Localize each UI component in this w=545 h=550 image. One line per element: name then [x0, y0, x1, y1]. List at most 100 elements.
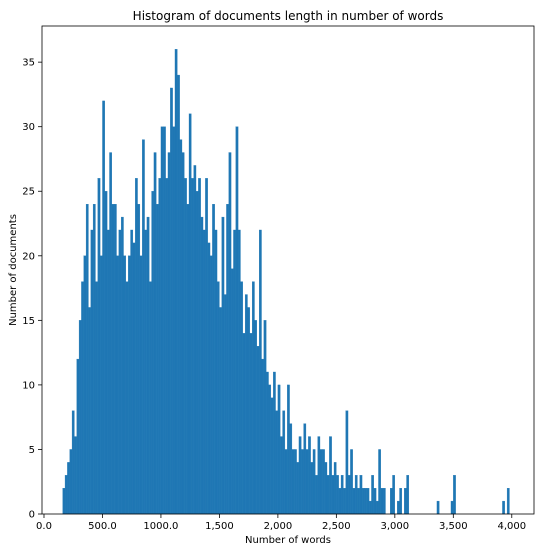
- bar: [90, 229, 94, 515]
- bar: [340, 475, 344, 515]
- bar: [291, 449, 295, 515]
- bar: [259, 229, 262, 515]
- bar: [280, 436, 283, 515]
- bar: [450, 500, 454, 515]
- bar: [275, 410, 279, 515]
- bar: [347, 475, 351, 515]
- bar: [296, 462, 300, 515]
- y-tick-label: 10: [22, 380, 35, 391]
- bar: [111, 204, 115, 515]
- bar: [333, 462, 337, 515]
- bar: [230, 268, 234, 515]
- bar: [71, 410, 75, 515]
- bar: [404, 488, 407, 515]
- bar: [282, 410, 286, 515]
- bar: [326, 475, 330, 515]
- bar: [359, 475, 363, 515]
- bar: [352, 488, 356, 515]
- bar: [214, 229, 218, 515]
- bar: [160, 126, 164, 515]
- bar: [216, 281, 220, 515]
- bar: [64, 475, 68, 515]
- y-tick-label: 30: [22, 122, 35, 133]
- bar: [249, 333, 253, 515]
- bar: [177, 74, 180, 515]
- bar: [242, 333, 246, 515]
- bar: [506, 488, 510, 515]
- bar: [226, 204, 229, 515]
- x-tick-label: 0.0: [36, 521, 52, 532]
- y-tick-label: 15: [22, 316, 35, 327]
- axes-frame: [41, 25, 535, 515]
- bar: [209, 255, 213, 515]
- x-tick-label: 500.0: [88, 521, 117, 532]
- bar: [371, 475, 374, 515]
- bar: [338, 488, 342, 515]
- bar: [179, 139, 183, 515]
- bar: [139, 255, 143, 515]
- bar: [310, 462, 314, 515]
- x-tick-label: 2,000: [264, 521, 293, 532]
- bar: [315, 475, 318, 515]
- bar: [390, 488, 393, 515]
- bar: [118, 229, 122, 515]
- bar: [67, 462, 70, 515]
- bar: [76, 358, 80, 515]
- bar: [266, 371, 269, 515]
- bar: [184, 178, 187, 515]
- bar: [156, 204, 159, 515]
- bar: [81, 281, 84, 515]
- bar: [202, 229, 206, 515]
- bar: [74, 436, 77, 515]
- bar: [268, 384, 272, 515]
- bar: [205, 178, 208, 515]
- x-tick-label: 4,000: [497, 521, 526, 532]
- bar: [233, 229, 236, 515]
- bar: [116, 255, 119, 515]
- bar: [294, 449, 297, 515]
- bar: [305, 449, 309, 515]
- bar: [240, 281, 243, 515]
- bar: [144, 229, 148, 515]
- bar: [95, 281, 98, 515]
- bar: [380, 488, 384, 515]
- bar: [109, 152, 112, 515]
- bar: [106, 229, 110, 515]
- bar: [298, 436, 302, 515]
- bar: [78, 320, 82, 515]
- bar: [322, 449, 325, 515]
- bar: [261, 358, 265, 515]
- bar: [324, 462, 328, 515]
- bar: [336, 475, 339, 515]
- bar: [198, 178, 201, 515]
- bar: [195, 191, 199, 515]
- bar: [375, 500, 379, 515]
- bar: [132, 242, 136, 515]
- bar: [319, 449, 323, 515]
- bar: [153, 152, 157, 515]
- bar: [397, 500, 400, 515]
- bar: [69, 449, 73, 515]
- bar: [137, 204, 141, 515]
- bar: [366, 488, 370, 515]
- bar: [219, 307, 222, 515]
- bar: [247, 307, 250, 515]
- bar: [263, 320, 267, 515]
- bar: [256, 346, 260, 515]
- x-tick-label: 3,000: [381, 521, 410, 532]
- bar: [287, 384, 290, 515]
- bar: [254, 320, 257, 515]
- bar: [149, 281, 152, 515]
- bar: [273, 371, 276, 515]
- bar: [83, 255, 87, 515]
- bar: [102, 100, 105, 515]
- bar: [270, 397, 274, 515]
- bar: [406, 475, 410, 515]
- bar: [378, 449, 381, 515]
- bar: [123, 255, 127, 515]
- bar: [228, 152, 232, 515]
- x-tick-label: 1000.0: [143, 521, 178, 532]
- y-tick-label: 25: [22, 187, 35, 198]
- bar: [301, 449, 304, 515]
- bar: [436, 500, 440, 515]
